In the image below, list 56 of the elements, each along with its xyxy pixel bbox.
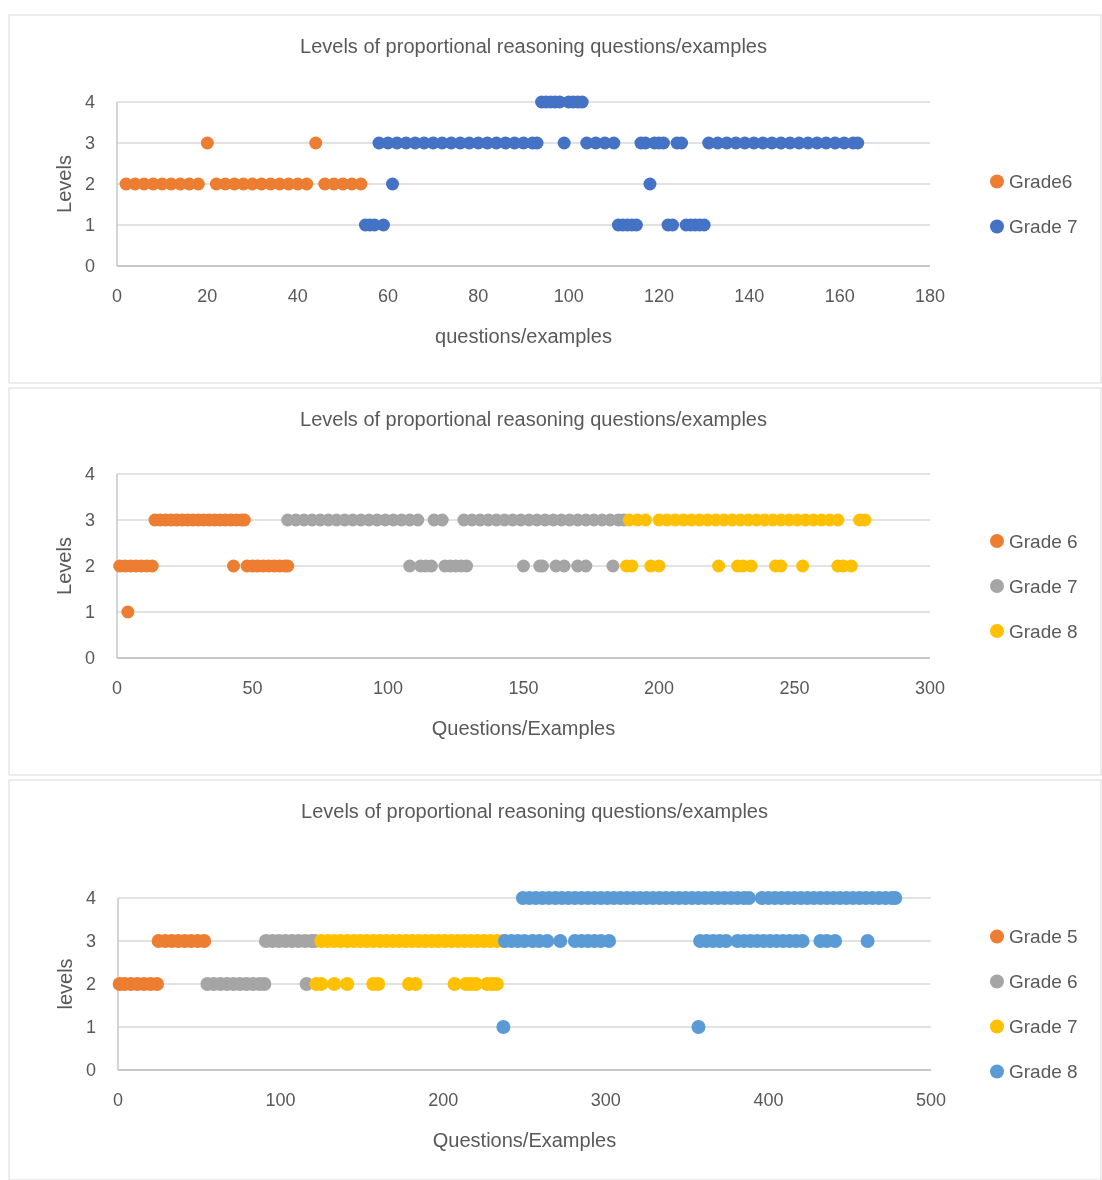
y-tick-label: 0 <box>84 256 95 277</box>
legend-label: Grade 7 <box>1009 216 1078 238</box>
x-tick-label: 400 <box>753 1090 784 1110</box>
chart-title: Levels of proportional reasoning questions/examples <box>301 800 768 822</box>
y-tick-label: 0 <box>84 648 95 669</box>
x-tick-label: 250 <box>779 678 810 698</box>
legend-label: Grade6 <box>1009 171 1073 193</box>
x-tick-label: 100 <box>372 678 404 698</box>
x-tick-label: 300 <box>914 678 946 698</box>
x-axis-title: Questions/Examples <box>431 717 616 739</box>
x-tick-label: 140 <box>734 286 765 306</box>
y-tick-label: 3 <box>85 931 96 952</box>
y-tick-label: 0 <box>85 1060 96 1081</box>
legend-label: Grade 7 <box>1009 575 1078 597</box>
legend-label: Grade 6 <box>1009 971 1078 993</box>
x-tick-label: 0 <box>112 1090 124 1110</box>
x-tick-label: 150 <box>508 678 539 698</box>
legend-label: Grade 5 <box>1009 926 1078 948</box>
x-tick-label: 0 <box>111 286 123 306</box>
y-tick-label: 2 <box>84 174 95 195</box>
chart-title: Levels of proportional reasoning questions/examples <box>300 408 767 430</box>
y-tick-label: 4 <box>84 464 95 485</box>
y-tick-label: 1 <box>84 215 95 236</box>
y-axis-title: levels <box>54 958 76 1010</box>
y-tick-label: 1 <box>85 1017 96 1038</box>
x-tick-label: 60 <box>377 286 399 306</box>
x-axis-title: Questions/Examples <box>432 1129 617 1151</box>
x-tick-label: 200 <box>643 678 675 698</box>
y-tick-label: 2 <box>85 974 96 995</box>
legend-label: Grade 7 <box>1009 1016 1078 1038</box>
x-tick-label: 500 <box>915 1090 947 1110</box>
y-tick-label: 3 <box>84 133 95 154</box>
x-tick-label: 180 <box>914 286 946 306</box>
x-tick-label: 300 <box>590 1090 621 1110</box>
y-tick-label: 4 <box>85 888 96 909</box>
x-tick-label: 20 <box>197 286 218 306</box>
x-tick-label: 100 <box>265 1090 296 1110</box>
legend-label: Grade 8 <box>1009 1061 1078 1083</box>
y-tick-label: 1 <box>84 602 95 623</box>
x-tick-label: 160 <box>824 286 855 306</box>
x-tick-label: 200 <box>428 1090 459 1110</box>
x-axis-title: questions/examples <box>435 325 612 347</box>
y-tick-label: 3 <box>84 510 95 531</box>
chart-title: Levels of proportional reasoning questions/examples <box>300 35 767 57</box>
x-tick-label: 0 <box>111 678 123 698</box>
y-axis-title: Levels <box>53 537 75 595</box>
x-tick-label: 40 <box>287 286 308 306</box>
y-axis-title: Levels <box>53 155 75 213</box>
y-tick-label: 2 <box>84 556 95 577</box>
x-tick-label: 80 <box>468 286 489 306</box>
x-tick-label: 100 <box>553 286 584 306</box>
legend-label: Grade 8 <box>1009 620 1078 642</box>
y-tick-label: 4 <box>84 92 95 113</box>
x-tick-label: 120 <box>643 286 675 306</box>
x-tick-label: 50 <box>242 678 263 698</box>
legend-label: Grade 6 <box>1009 530 1078 552</box>
